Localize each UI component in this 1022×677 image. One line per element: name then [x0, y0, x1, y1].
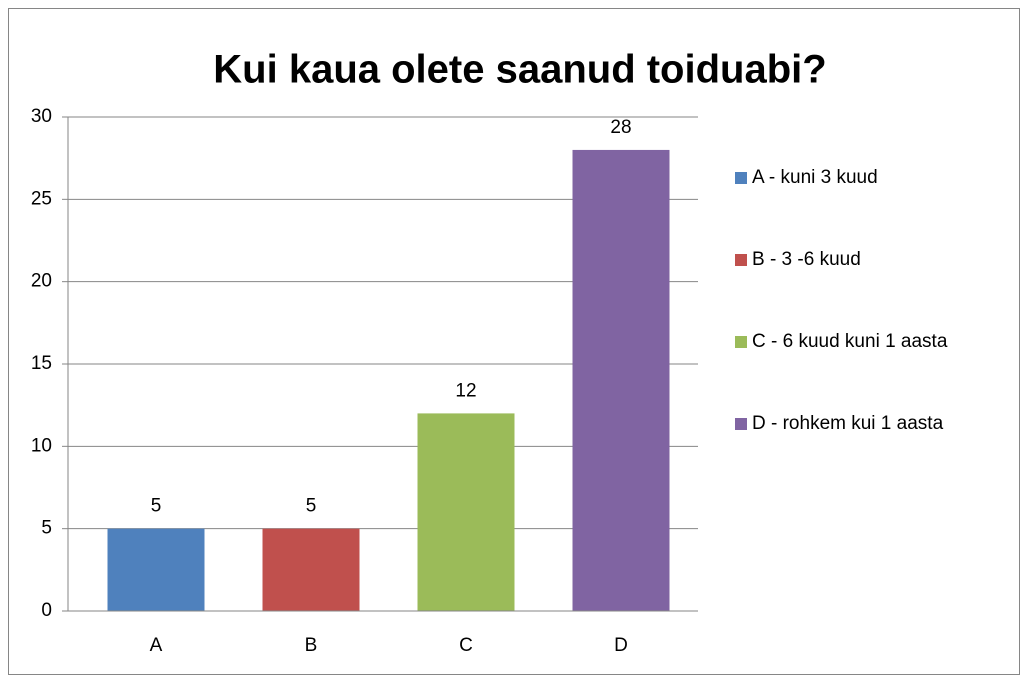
legend-swatch — [735, 172, 747, 184]
legend-swatch — [735, 418, 747, 430]
chart-title: Kui kaua olete saanud toiduabi? — [213, 48, 826, 92]
legend-label: B - 3 -6 kuud — [752, 249, 861, 270]
data-label: 5 — [306, 496, 317, 517]
x-tick-label: C — [459, 635, 473, 656]
legend-swatch — [735, 254, 747, 266]
x-tick-label: D — [614, 635, 628, 656]
y-tick-label: 0 — [41, 600, 52, 621]
data-label: 28 — [610, 117, 631, 138]
y-tick-label: 15 — [31, 353, 52, 374]
bar — [107, 528, 205, 611]
legend-label: C - 6 kuud kuni 1 aasta — [752, 331, 948, 352]
y-tick-label: 5 — [41, 518, 52, 539]
bar — [572, 149, 670, 611]
y-tick-label: 20 — [31, 271, 52, 292]
x-tick-label: B — [305, 635, 318, 656]
x-tick-label: A — [150, 635, 163, 656]
legend-swatch — [735, 336, 747, 348]
bar — [262, 528, 360, 611]
legend-label: D - rohkem kui 1 aasta — [752, 413, 944, 434]
data-label: 12 — [455, 380, 476, 401]
y-tick-label: 10 — [31, 435, 52, 456]
data-label: 5 — [151, 496, 162, 517]
legend-label: A - kuni 3 kuud — [752, 167, 878, 188]
y-tick-label: 30 — [31, 106, 52, 127]
bar — [417, 413, 515, 611]
y-tick-label: 25 — [31, 188, 52, 209]
